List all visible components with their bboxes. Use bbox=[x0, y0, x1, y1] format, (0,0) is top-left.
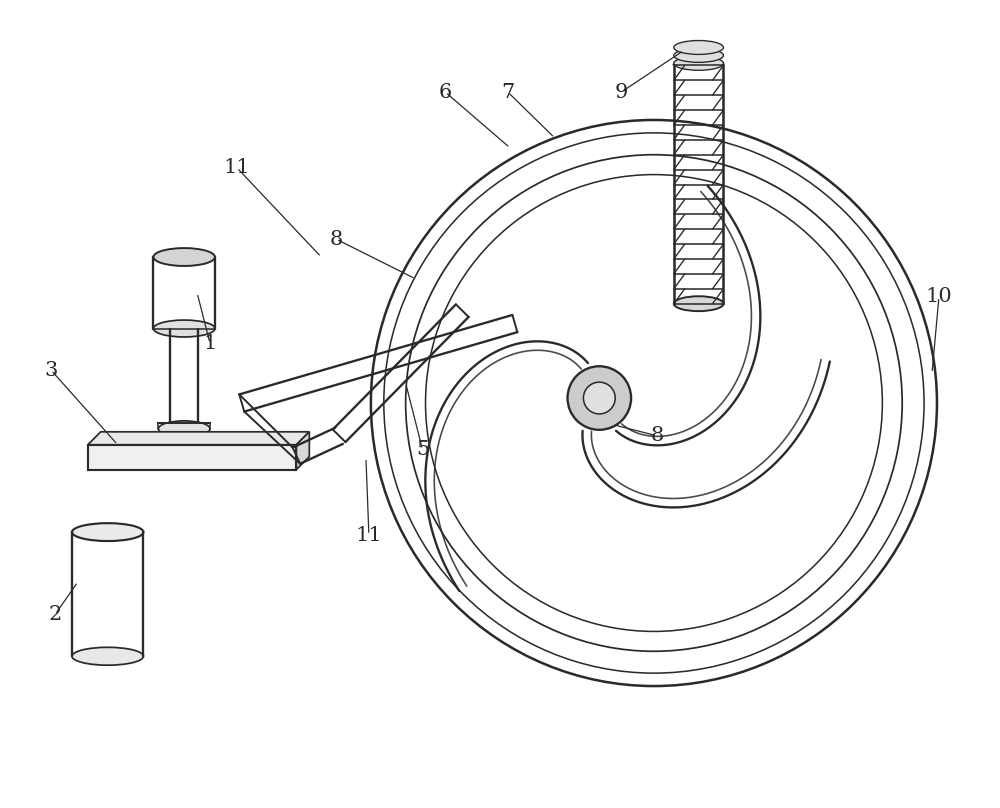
Text: 10: 10 bbox=[926, 287, 952, 306]
Polygon shape bbox=[296, 431, 309, 469]
Text: 11: 11 bbox=[356, 525, 382, 545]
Text: 5: 5 bbox=[416, 440, 429, 459]
Text: 3: 3 bbox=[44, 360, 58, 380]
Text: 9: 9 bbox=[614, 82, 628, 102]
Polygon shape bbox=[88, 431, 309, 444]
Ellipse shape bbox=[158, 421, 210, 437]
Text: 7: 7 bbox=[501, 82, 515, 102]
Text: 6: 6 bbox=[439, 82, 452, 102]
Ellipse shape bbox=[674, 48, 723, 62]
Text: 1: 1 bbox=[203, 334, 217, 353]
Text: 8: 8 bbox=[330, 229, 343, 249]
Text: 11: 11 bbox=[223, 158, 250, 177]
Ellipse shape bbox=[153, 320, 215, 337]
Circle shape bbox=[583, 382, 615, 414]
Text: 8: 8 bbox=[650, 427, 664, 445]
Ellipse shape bbox=[674, 297, 723, 311]
Text: 2: 2 bbox=[48, 605, 62, 624]
Ellipse shape bbox=[674, 57, 723, 70]
Ellipse shape bbox=[153, 248, 215, 266]
Circle shape bbox=[568, 366, 631, 430]
Ellipse shape bbox=[674, 40, 723, 54]
Ellipse shape bbox=[72, 647, 143, 665]
Ellipse shape bbox=[72, 523, 143, 541]
Bar bbox=[88, 444, 296, 469]
